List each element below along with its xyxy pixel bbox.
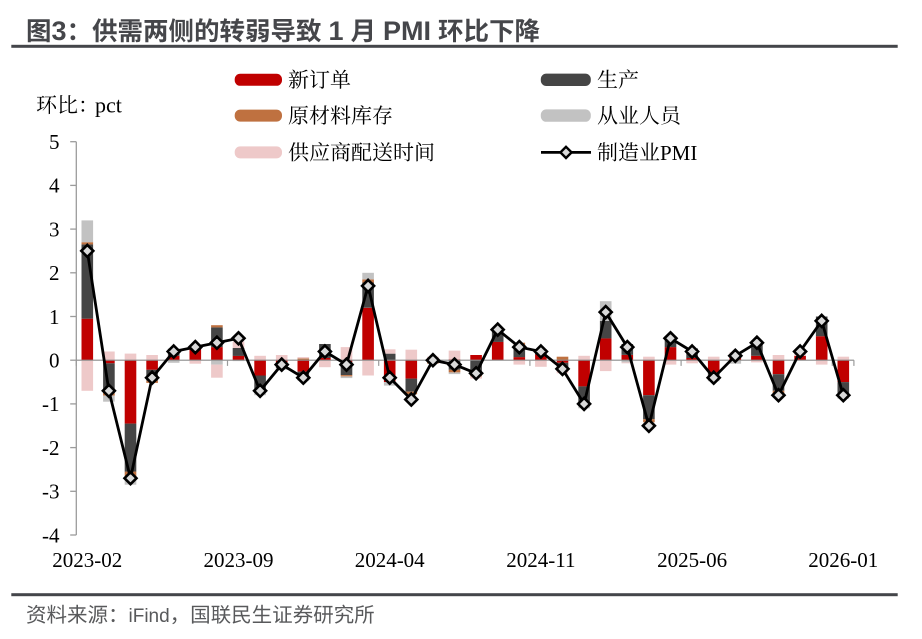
svg-text:5: 5 [49,130,60,154]
svg-text:-2: -2 [42,436,60,460]
svg-text:-3: -3 [42,480,60,504]
svg-text:-1: -1 [42,392,60,416]
svg-text:iFind: iFind [129,606,170,627]
svg-text:2: 2 [49,261,60,285]
svg-text:0: 0 [49,349,60,373]
svg-text:2025-06: 2025-06 [657,548,727,572]
svg-text:-4: -4 [42,523,60,547]
svg-text:2023-09: 2023-09 [204,548,274,572]
svg-text:1: 1 [329,16,344,46]
svg-text:3: 3 [52,16,67,46]
svg-text:PMI: PMI [383,16,431,46]
svg-text:2024-04: 2024-04 [355,548,425,572]
svg-text:4: 4 [49,174,60,198]
svg-text:2024-11: 2024-11 [506,548,575,572]
svg-text:1: 1 [49,305,60,329]
svg-text:pct: pct [95,92,122,117]
svg-text:3: 3 [49,217,60,241]
svg-text:2023-02: 2023-02 [52,548,122,572]
svg-text:2026-01: 2026-01 [808,548,878,572]
svg-text:PMI: PMI [660,141,697,165]
